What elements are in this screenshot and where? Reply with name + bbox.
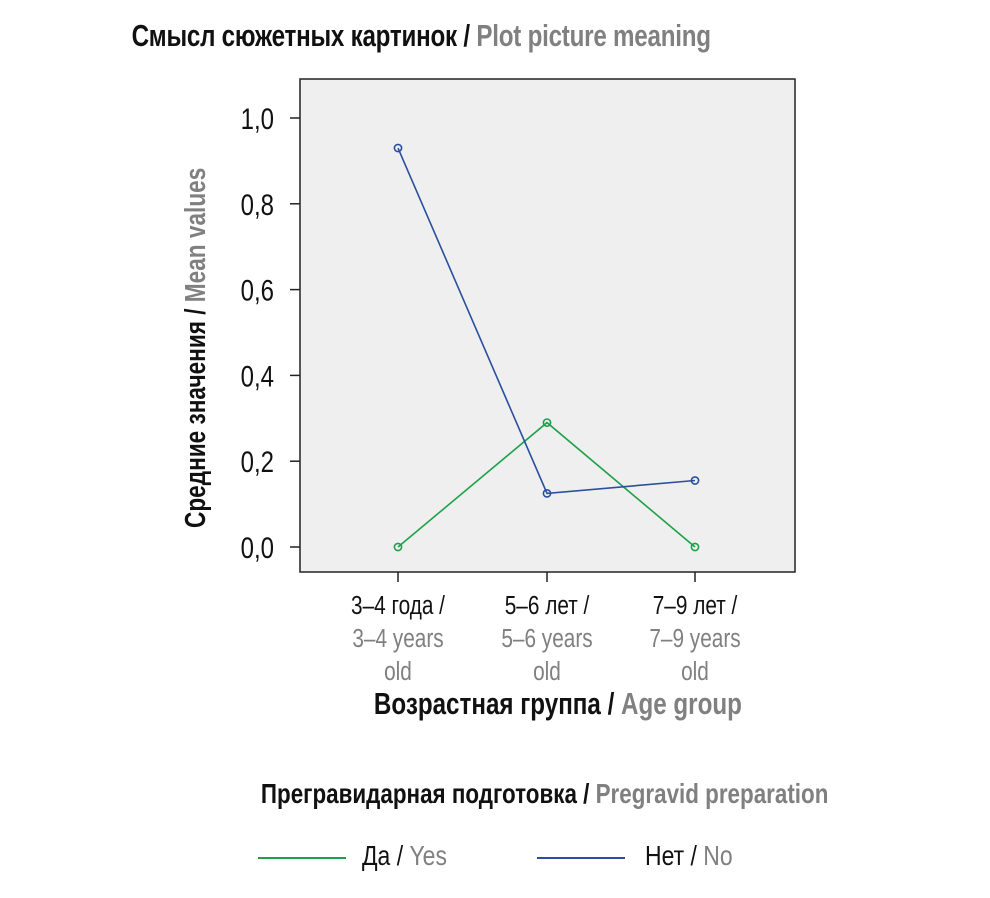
y-tick-label: 0,2 xyxy=(241,445,274,479)
series-0-point xyxy=(393,542,403,552)
x-tick-label: 5–6 лет / xyxy=(505,591,590,620)
legend-swatch-yes xyxy=(258,857,346,859)
series-0-point xyxy=(690,542,700,552)
x-axis-title: Возрастная группа / Age group xyxy=(373,686,742,721)
series-line-0 xyxy=(397,421,696,548)
y-tick-label: 0,6 xyxy=(241,273,274,307)
x-tick-label: 7–9 years xyxy=(649,624,740,653)
x-tick-label: 3–4 года / xyxy=(351,591,445,620)
y-tick-label: 1,0 xyxy=(241,101,274,135)
series-0-point xyxy=(542,418,552,427)
x-tick-label: 3–4 years xyxy=(352,624,443,653)
series-line-1 xyxy=(397,147,696,495)
x-tick-label: 7–9 лет / xyxy=(653,591,738,620)
x-tick-label: old xyxy=(384,657,412,686)
series-1-point xyxy=(393,143,403,153)
series-1-point xyxy=(690,476,700,485)
x-tick-label: 5–6 years xyxy=(501,624,592,653)
legend-swatch-no xyxy=(537,857,625,859)
plot-area xyxy=(299,78,796,573)
y-tick-label: 0,0 xyxy=(241,530,274,564)
y-tick-label: 0,4 xyxy=(241,359,274,393)
x-tick-label: old xyxy=(681,657,709,686)
legend-label-no: Нет / No xyxy=(645,840,733,871)
chart-title: Смысл сюжетных картинок / Plot picture m… xyxy=(131,18,712,53)
series-1-point xyxy=(542,488,552,498)
legend-label-yes: Да / Yes xyxy=(362,840,447,871)
y-tick-label: 0,8 xyxy=(241,187,274,221)
x-tick-label: old xyxy=(533,657,561,686)
legend-title: Прегравидарная подготовка / Pregravid pr… xyxy=(261,778,829,809)
